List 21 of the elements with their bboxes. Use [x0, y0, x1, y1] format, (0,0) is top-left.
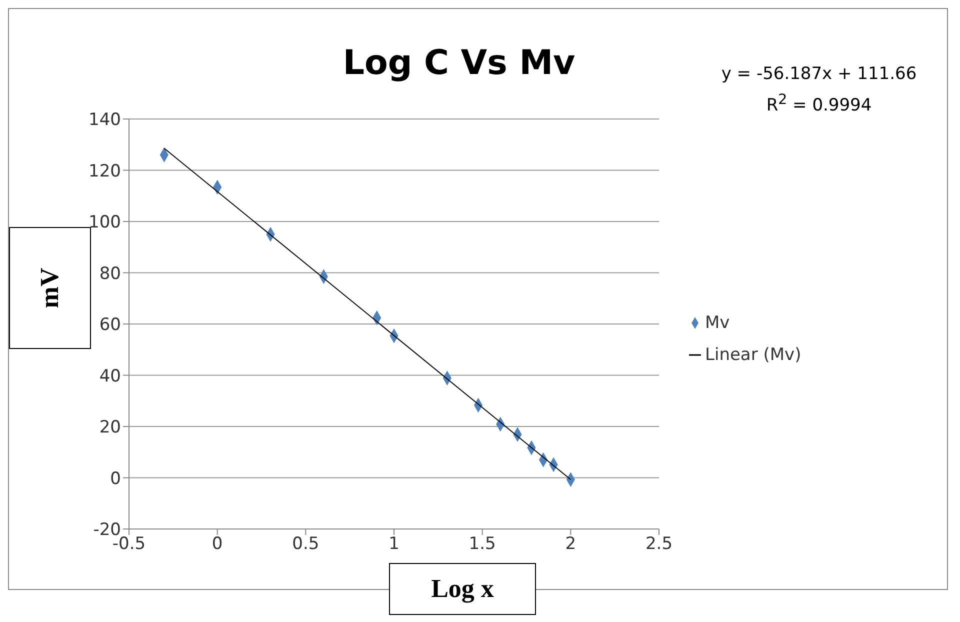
- y-tick-label: 20: [99, 418, 121, 438]
- y-tick-label: 60: [99, 315, 121, 336]
- legend-label: Linear (Mv): [705, 345, 802, 365]
- x-tick-label: 0: [212, 534, 223, 554]
- x-tick-label: 1.5: [468, 534, 496, 554]
- y-tick-label: 80: [99, 264, 121, 284]
- x-axis-title: Log x: [431, 574, 494, 604]
- x-tick-label: 2: [565, 534, 576, 554]
- y-tick-label: 0: [110, 468, 121, 489]
- text: y = -56.187x + 111.66: [720, 63, 918, 86]
- legend-label: Mv: [705, 313, 730, 333]
- y-tick-label: 100: [88, 212, 121, 233]
- x-tick-label: 1: [388, 534, 400, 554]
- y-axis-title: mV: [35, 268, 65, 308]
- text: R$^{2}$ = 0.9994: [765, 91, 873, 118]
- y-tick-label: 40: [99, 366, 121, 386]
- y-tick-label: 140: [88, 110, 121, 130]
- chart-title: Log C Vs Mv: [342, 43, 576, 83]
- y-tick-label: 120: [88, 161, 121, 182]
- x-tick-label: 0.5: [292, 534, 320, 554]
- x-tick-label: 2.5: [645, 534, 673, 554]
